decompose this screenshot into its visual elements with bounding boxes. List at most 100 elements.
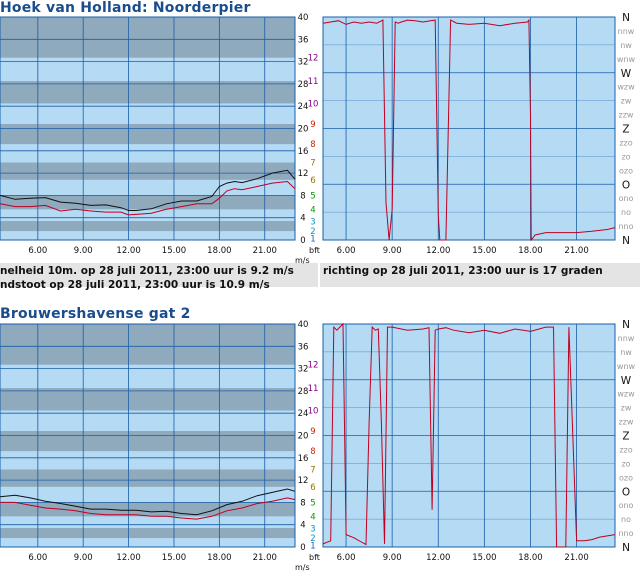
x-tick-label: 21.00: [253, 553, 277, 563]
x-tick-label: 15.00: [162, 553, 186, 563]
x-tick-label: 18.00: [207, 246, 231, 256]
wind-speed-line: [0, 497, 296, 520]
ms-tick-label: 40: [298, 13, 309, 23]
x-tick-label: 6.00: [337, 246, 356, 256]
bft-tick-label: 11: [308, 77, 319, 87]
beaufort-band: [0, 195, 295, 210]
bft-tick-label: 2: [310, 534, 315, 544]
x-tick-label: 15.00: [162, 246, 186, 256]
ms-tick-label: 0: [300, 236, 305, 246]
x-tick-label: 9.00: [74, 553, 93, 563]
bft-tick-label: 7: [310, 466, 315, 476]
beaufort-band: [0, 388, 295, 411]
ms-tick-label: 8: [300, 191, 305, 201]
bft-tick-label: 2: [310, 227, 315, 237]
direction-tick-label: zo: [621, 459, 630, 468]
speed-caption: nelheid 10m. op 28 juli 2011, 23:00 uur …: [0, 265, 294, 277]
direction-tick-label: zzo: [619, 138, 632, 147]
direction-tick-label: nnw: [618, 27, 635, 36]
beaufort-band: [0, 221, 295, 232]
x-tick-label: 18.00: [518, 553, 542, 563]
plot-frame: [322, 16, 616, 241]
beaufort-band: [0, 324, 295, 365]
bft-tick-label: 5: [310, 498, 315, 508]
ms-tick-label: 12: [298, 169, 309, 179]
direction-tick-label: zw: [621, 97, 632, 106]
wind-gust-line: [0, 169, 296, 211]
x-tick-label: 15.00: [472, 553, 496, 563]
plot-frame: [0, 16, 296, 241]
direction-tick-label: ono: [619, 194, 634, 203]
direction-tick-label: wzw: [617, 390, 635, 399]
direction-tick-label: Z: [622, 124, 629, 136]
wind-direction-line: [322, 18, 616, 242]
direction-caption-bar: [320, 263, 640, 287]
direction-tick-label: wnw: [617, 55, 636, 64]
bft-tick-label: 8: [310, 447, 315, 457]
beaufort-band: [0, 528, 295, 539]
bft-tick-label: 8: [310, 140, 315, 150]
bft-tick-label: 9: [310, 120, 315, 130]
beaufort-band: [0, 124, 295, 145]
direction-tick-label: N: [622, 319, 630, 331]
direction-tick-label: wnw: [617, 362, 636, 371]
bft-tick-label: 1: [310, 234, 315, 244]
direction-tick-label: N: [622, 12, 630, 24]
bft-tick-label: 10: [308, 406, 319, 416]
x-tick-label: 6.00: [28, 246, 47, 256]
ms-tick-label: 24: [298, 409, 309, 419]
x-tick-label: 12.00: [426, 553, 450, 563]
direction-tick-label: nw: [620, 41, 632, 50]
bft-tick-label: 12: [308, 54, 319, 64]
wind-direction-line: [322, 322, 616, 548]
bft-tick-label: 5: [310, 191, 315, 201]
x-tick-label: 18.00: [518, 246, 542, 256]
x-tick-label: 6.00: [337, 553, 356, 563]
direction-tick-label: ono: [619, 501, 634, 510]
ms-tick-label: 16: [298, 454, 309, 464]
ms-tick-label: 12: [298, 476, 309, 486]
ms-tick-label: 32: [298, 58, 309, 68]
direction-tick-label: O: [622, 486, 630, 498]
direction-tick-label: nnw: [618, 334, 635, 343]
direction-caption: richting op 28 juli 2011, 23:00 uur is 1…: [323, 265, 603, 277]
plot-frame: [322, 323, 616, 548]
plot-frame: [0, 323, 296, 548]
ms-tick-label: 28: [298, 80, 309, 90]
ms-tick-label: 20: [298, 432, 309, 442]
bft-tick-label: 7: [310, 159, 315, 169]
direction-tick-label: zzw: [619, 418, 634, 427]
ms-tick-label: 28: [298, 387, 309, 397]
x-tick-label: 15.00: [472, 246, 496, 256]
gust-caption: ndstoot op 28 juli 2011, 23:00 uur is 10…: [0, 279, 270, 291]
direction-tick-label: no: [621, 208, 631, 217]
ms-tick-label: 4: [300, 521, 305, 531]
direction-tick-label: wzw: [617, 83, 635, 92]
bft-tick-label: 4: [310, 205, 315, 215]
beaufort-band: [0, 81, 295, 104]
x-tick-label: 9.00: [74, 246, 93, 256]
ms-unit-label: m/s: [295, 256, 310, 265]
direction-tick-label: Z: [622, 431, 629, 443]
bft-tick-label: 9: [310, 427, 315, 437]
ms-tick-label: 32: [298, 365, 309, 375]
ms-tick-label: 8: [300, 498, 305, 508]
station-title-1: Hoek van Holland: Noorderpier: [0, 0, 251, 16]
direction-tick-label: zzo: [619, 445, 632, 454]
x-tick-label: 6.00: [28, 553, 47, 563]
ms-tick-label: 36: [298, 342, 309, 352]
direction-tick-label: nno: [618, 529, 633, 538]
ms-tick-label: 20: [298, 125, 309, 135]
bft-tick-label: 6: [310, 483, 315, 493]
bft-unit-label: bft: [309, 553, 320, 562]
direction-tick-label: zo: [621, 152, 630, 161]
direction-tick-label: nno: [618, 222, 633, 231]
x-tick-label: 21.00: [564, 246, 588, 256]
bft-tick-label: 1: [310, 541, 315, 551]
x-tick-label: 12.00: [116, 553, 140, 563]
direction-tick-label: N: [622, 542, 630, 554]
direction-tick-label: no: [621, 515, 631, 524]
